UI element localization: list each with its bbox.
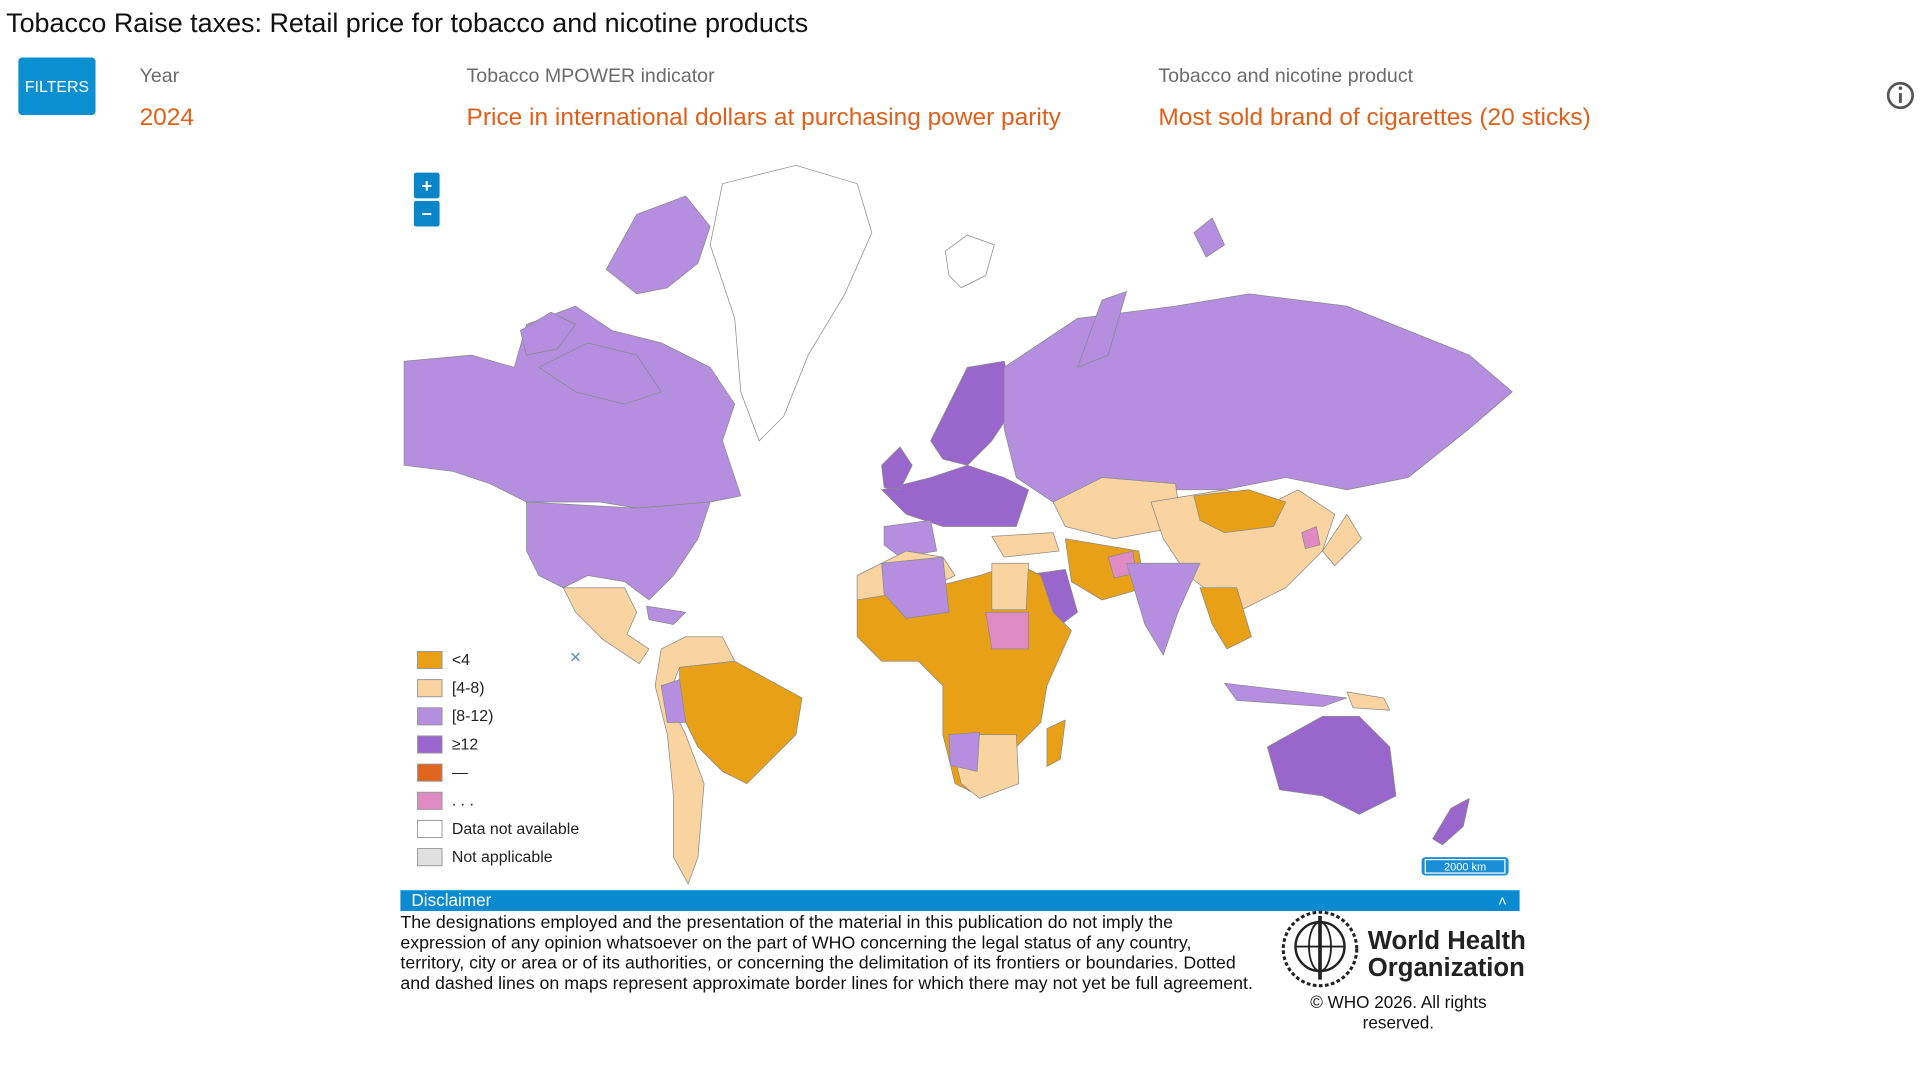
filter-value[interactable]: Price in international dollars at purcha… bbox=[467, 104, 1062, 131]
legend-swatch bbox=[417, 791, 443, 810]
zoom-out-button[interactable] bbox=[413, 200, 440, 227]
legend-swatch bbox=[417, 679, 443, 698]
filter-value[interactable]: 2024 bbox=[140, 104, 194, 131]
legend-label: ≥12 bbox=[452, 736, 479, 753]
legend-label: Not applicable bbox=[452, 849, 553, 866]
legend-swatch bbox=[417, 650, 443, 670]
who-emblem bbox=[1281, 910, 1359, 988]
disclaimer-line: and dashed lines on maps represent appro… bbox=[400, 973, 1252, 993]
logo-text: World Health bbox=[1368, 927, 1526, 955]
country[interactable] bbox=[526, 501, 711, 601]
disclaimer-toggle[interactable]: ˄ bbox=[1498, 894, 1507, 910]
country[interactable] bbox=[605, 195, 711, 295]
disclaimer-line: expression of any opinion whatsoever on … bbox=[400, 932, 1191, 952]
scale-bar-inner bbox=[1424, 858, 1506, 874]
legend-label: [4-8) bbox=[452, 680, 485, 697]
legend-swatch bbox=[417, 707, 443, 726]
country[interactable] bbox=[709, 164, 873, 442]
country[interactable] bbox=[1193, 217, 1225, 258]
legend-swatch bbox=[417, 848, 443, 867]
filter-label: Tobacco and nicotine product bbox=[1158, 65, 1413, 87]
country[interactable] bbox=[654, 636, 736, 885]
country[interactable] bbox=[679, 660, 803, 785]
legend-swatch bbox=[417, 819, 443, 839]
country[interactable] bbox=[944, 234, 995, 289]
zoom-out-label[interactable]: – bbox=[422, 202, 432, 223]
disclaimer-bar[interactable] bbox=[400, 890, 1520, 912]
scale-bar bbox=[1421, 857, 1509, 876]
zoom-in-button[interactable] bbox=[413, 172, 440, 199]
filters-button-label[interactable]: FILTERS bbox=[25, 79, 89, 96]
country[interactable] bbox=[930, 360, 1017, 466]
legend-label: [8-12) bbox=[452, 708, 494, 725]
country[interactable] bbox=[1266, 715, 1397, 815]
country[interactable] bbox=[1301, 526, 1321, 549]
country[interactable] bbox=[403, 305, 742, 515]
legend-label: . . . bbox=[452, 793, 474, 810]
country[interactable] bbox=[1126, 562, 1201, 656]
scale-bar-label: 2000 km bbox=[1444, 862, 1486, 874]
country[interactable] bbox=[562, 587, 650, 665]
disclaimer-line: The designations employed and the presen… bbox=[400, 912, 1173, 932]
legend-swatch bbox=[417, 763, 443, 782]
legend-label: <4 bbox=[452, 652, 470, 669]
legend: <4 [4-8) [8-12) ≥12 — . . . Data not available… bbox=[417, 650, 579, 867]
country[interactable] bbox=[538, 342, 662, 405]
country[interactable] bbox=[520, 311, 576, 356]
country[interactable] bbox=[1046, 719, 1066, 767]
copyright: reserved. bbox=[1363, 1013, 1434, 1033]
disclaimer-title[interactable]: Disclaimer bbox=[411, 890, 491, 910]
legend-label: Data not available bbox=[452, 821, 579, 838]
disclaimer-text: The designations employed and the presen… bbox=[400, 912, 1252, 993]
country[interactable] bbox=[1199, 587, 1252, 650]
country[interactable] bbox=[1224, 682, 1348, 707]
country[interactable] bbox=[948, 731, 980, 772]
filter-label: Tobacco MPOWER indicator bbox=[467, 65, 716, 87]
country[interactable] bbox=[1077, 291, 1127, 368]
legend-label: — bbox=[452, 765, 468, 782]
country[interactable] bbox=[646, 605, 687, 625]
country[interactable] bbox=[991, 562, 1029, 611]
page-title: Tobacco Raise taxes: Retail price for to… bbox=[6, 8, 808, 38]
filter-value[interactable]: Most sold brand of cigarettes (20 sticks… bbox=[1158, 104, 1590, 131]
logo-text: Organization bbox=[1368, 954, 1525, 982]
legend-swatch bbox=[417, 735, 443, 754]
disclaimer-line: territory, city or area or of its author… bbox=[400, 953, 1235, 973]
country[interactable] bbox=[660, 679, 687, 723]
country[interactable] bbox=[985, 611, 1029, 650]
legend-close[interactable]: × bbox=[570, 647, 581, 669]
filters-button[interactable] bbox=[18, 57, 96, 116]
zoom-in-label[interactable]: + bbox=[421, 175, 432, 196]
copyright: © WHO 2026. All rights bbox=[1310, 992, 1486, 1012]
country[interactable] bbox=[881, 556, 950, 619]
country[interactable] bbox=[1322, 513, 1363, 567]
country[interactable] bbox=[1003, 293, 1513, 503]
country[interactable] bbox=[1193, 489, 1287, 534]
world-map[interactable] bbox=[403, 164, 1513, 885]
country[interactable] bbox=[1432, 798, 1470, 846]
country[interactable] bbox=[881, 446, 913, 491]
info-icon[interactable] bbox=[1886, 81, 1915, 110]
filter-label: Year bbox=[140, 65, 180, 87]
country[interactable] bbox=[991, 532, 1060, 558]
country[interactable] bbox=[1346, 691, 1391, 711]
country[interactable] bbox=[881, 464, 1029, 527]
